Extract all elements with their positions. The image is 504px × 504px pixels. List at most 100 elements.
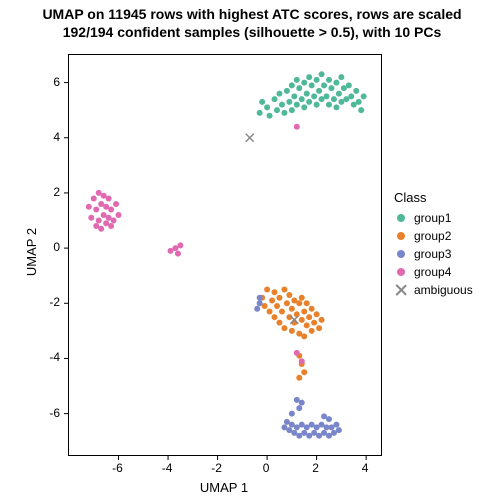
- title-line-2: 192/194 confident samples (silhouette > …: [0, 24, 504, 42]
- y-tick-label: 2: [42, 185, 60, 199]
- scatter-point: [257, 300, 263, 306]
- scatter-point: [328, 85, 334, 91]
- scatter-point: [301, 104, 307, 110]
- scatter-point: [289, 82, 295, 88]
- scatter-point: [299, 317, 305, 323]
- scatter-point: [264, 104, 270, 110]
- scatter-point: [294, 102, 300, 108]
- scatter-point: [304, 322, 310, 328]
- scatter-point: [311, 93, 317, 99]
- x-tick-label: 2: [312, 461, 319, 475]
- scatter-point: [177, 242, 183, 248]
- scatter-point: [269, 298, 275, 304]
- scatter-point: [306, 99, 312, 105]
- scatter-point: [361, 93, 367, 99]
- scatter-point: [348, 93, 354, 99]
- scatter-point: [304, 91, 310, 97]
- x-tick-label: -6: [112, 461, 123, 475]
- scatter-point: [358, 107, 364, 113]
- scatter-point: [274, 107, 280, 113]
- scatter-point: [294, 77, 300, 83]
- scatter-point: [289, 328, 295, 334]
- y-tick-label: -2: [42, 295, 60, 309]
- scatter-point: [324, 93, 330, 99]
- scatter-point: [301, 309, 307, 315]
- scatter-point: [289, 411, 295, 417]
- scatter-point: [306, 74, 312, 80]
- scatter-point: [333, 422, 339, 428]
- scatter-point: [276, 91, 282, 97]
- scatter-point: [336, 427, 342, 433]
- legend-label: group4: [414, 265, 451, 279]
- scatter-point: [116, 212, 122, 218]
- legend-item: group2: [394, 227, 473, 245]
- dot-icon: [394, 265, 408, 279]
- cross-icon: [394, 283, 408, 297]
- scatter-point: [289, 306, 295, 312]
- scatter-point: [108, 223, 114, 229]
- scatter-point: [259, 99, 265, 105]
- scatter-point: [108, 206, 114, 212]
- scatter-point: [272, 314, 278, 320]
- scatter-point: [286, 99, 292, 105]
- legend-label: group3: [414, 247, 451, 261]
- scatter-point: [319, 317, 325, 323]
- scatter-point: [276, 295, 282, 301]
- scatter-point: [294, 350, 300, 356]
- scatter-point: [314, 311, 320, 317]
- legend-label: ambiguous: [414, 283, 473, 297]
- x-tick-label: -4: [162, 461, 173, 475]
- x-axis-label: UMAP 1: [68, 480, 380, 495]
- scatter-point: [88, 215, 94, 221]
- scatter-point: [309, 306, 315, 312]
- y-tick-label: 6: [42, 75, 60, 89]
- dot-icon: [394, 247, 408, 261]
- legend-item: group3: [394, 245, 473, 263]
- scatter-point: [284, 300, 290, 306]
- scatter-point: [113, 201, 119, 207]
- legend-item: group1: [394, 209, 473, 227]
- title-line-1: UMAP on 11945 rows with highest ATC scor…: [0, 6, 504, 24]
- scatter-point: [333, 104, 339, 110]
- scatter-point: [356, 99, 362, 105]
- chart-title: UMAP on 11945 rows with highest ATC scor…: [0, 6, 504, 41]
- legend-item: group4: [394, 263, 473, 281]
- dot-icon: [394, 229, 408, 243]
- legend-label: group1: [414, 211, 451, 225]
- scatter-point: [272, 96, 278, 102]
- scatter-plot-area: [68, 54, 382, 456]
- scatter-point: [311, 320, 317, 326]
- scatter-point: [291, 93, 297, 99]
- scatter-point: [286, 292, 292, 298]
- x-tick-label: 0: [263, 461, 270, 475]
- scatter-point: [281, 110, 287, 116]
- scatter-point: [93, 206, 99, 212]
- scatter-point: [326, 102, 332, 108]
- scatter-point: [267, 113, 273, 119]
- scatter-point: [274, 303, 280, 309]
- scatter-point: [296, 405, 302, 411]
- scatter-point: [321, 82, 327, 88]
- scatter-point: [276, 320, 282, 326]
- scatter-point: [284, 88, 290, 94]
- scatter-point: [289, 107, 295, 113]
- scatter-point: [301, 80, 307, 86]
- scatter-point: [294, 124, 300, 130]
- scatter-point: [353, 88, 359, 94]
- scatter-point: [316, 325, 322, 331]
- scatter-point: [279, 102, 285, 108]
- scatter-point: [346, 82, 352, 88]
- scatter-point: [296, 300, 302, 306]
- scatter-point: [304, 300, 310, 306]
- scatter-point: [319, 71, 325, 77]
- scatter-point: [306, 314, 312, 320]
- scatter-point: [267, 309, 273, 315]
- scatter-point: [281, 286, 287, 292]
- scatter-point: [301, 369, 307, 375]
- y-tick-label: -6: [42, 406, 60, 420]
- scatter-point: [296, 375, 302, 381]
- scatter-point: [336, 91, 342, 97]
- scatter-point: [264, 286, 270, 292]
- scatter-point: [96, 218, 102, 224]
- y-axis-label: UMAP 2: [24, 222, 39, 282]
